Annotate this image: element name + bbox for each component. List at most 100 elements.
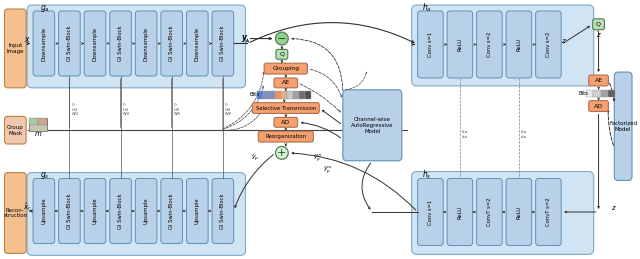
Text: Grouping: Grouping [272, 66, 300, 71]
Text: AD: AD [594, 104, 603, 109]
Text: $\hat{z}$: $\hat{z}$ [596, 30, 602, 40]
Text: Conv s=1: Conv s=1 [428, 199, 433, 225]
Text: GI Swin-Block: GI Swin-Block [67, 193, 72, 229]
Bar [593, 90, 600, 97]
Text: Downsample: Downsample [143, 26, 148, 61]
Circle shape [275, 32, 288, 45]
Text: b|≥
c|≥: b|≥ c|≥ [521, 130, 527, 139]
FancyBboxPatch shape [84, 11, 106, 76]
Text: Q: Q [596, 22, 601, 27]
Text: GI Swin-Block: GI Swin-Block [118, 26, 123, 61]
Text: ReLU: ReLU [458, 38, 462, 51]
FancyBboxPatch shape [109, 11, 131, 76]
Text: Upsample: Upsample [42, 198, 46, 224]
Bar [257, 91, 263, 99]
FancyBboxPatch shape [589, 75, 609, 86]
Text: Selective Transmission: Selective Transmission [255, 105, 316, 111]
FancyBboxPatch shape [417, 178, 443, 246]
Text: Input
Image: Input Image [6, 43, 24, 54]
Text: Upsample: Upsample [195, 198, 200, 224]
FancyBboxPatch shape [186, 11, 208, 76]
Text: +: + [277, 148, 287, 158]
Bar [282, 91, 287, 99]
FancyBboxPatch shape [27, 172, 246, 255]
Text: Upsample: Upsample [143, 198, 148, 224]
Bar [586, 90, 593, 97]
FancyBboxPatch shape [536, 178, 561, 246]
Bar [269, 91, 275, 99]
Text: $z$: $z$ [611, 204, 617, 212]
Text: AE: AE [595, 78, 603, 83]
FancyBboxPatch shape [477, 178, 502, 246]
Text: $\hat{y}_p^{cs}$: $\hat{y}_p^{cs}$ [323, 165, 333, 176]
FancyBboxPatch shape [59, 178, 80, 243]
Bar [275, 91, 282, 99]
Text: Downsample: Downsample [93, 26, 97, 61]
FancyBboxPatch shape [33, 178, 54, 243]
FancyBboxPatch shape [212, 11, 234, 76]
Text: Q: Q [280, 52, 284, 57]
Text: Bits: Bits [579, 91, 589, 96]
Text: Reorganization: Reorganization [265, 134, 307, 139]
FancyBboxPatch shape [447, 178, 473, 246]
Text: $h_a$: $h_a$ [422, 2, 431, 14]
FancyBboxPatch shape [343, 90, 402, 161]
Text: $g_s$: $g_s$ [40, 170, 49, 181]
Text: Bits: Bits [250, 92, 260, 97]
FancyBboxPatch shape [417, 11, 443, 78]
Text: GI Swin-Block: GI Swin-Block [169, 193, 174, 229]
Bar [293, 91, 300, 99]
Text: $m$: $m$ [34, 130, 42, 138]
Text: Recon-
struction: Recon- struction [3, 207, 28, 218]
FancyBboxPatch shape [259, 131, 314, 142]
Text: AD: AD [281, 120, 291, 125]
FancyBboxPatch shape [274, 117, 298, 127]
FancyBboxPatch shape [589, 101, 609, 111]
FancyBboxPatch shape [161, 11, 182, 76]
FancyBboxPatch shape [506, 178, 532, 246]
Circle shape [275, 147, 288, 159]
Text: Conv s=1: Conv s=1 [428, 32, 433, 57]
Text: $z$: $z$ [561, 37, 567, 45]
Text: GI Swin-Block: GI Swin-Block [169, 26, 174, 61]
FancyBboxPatch shape [135, 11, 157, 76]
FancyBboxPatch shape [186, 178, 208, 243]
FancyBboxPatch shape [109, 178, 131, 243]
Bar [600, 90, 608, 97]
FancyBboxPatch shape [614, 72, 632, 181]
FancyBboxPatch shape [27, 5, 246, 88]
Text: Group
Mask: Group Mask [7, 125, 24, 136]
Text: C¹
H/4
W/4: C¹ H/4 W/4 [72, 103, 78, 116]
Bar [29, 118, 47, 131]
Text: GI Swin-Block: GI Swin-Block [220, 193, 225, 229]
FancyBboxPatch shape [274, 78, 298, 88]
Text: C⁴
H/8
W/8: C⁴ H/8 W/8 [225, 103, 232, 116]
FancyBboxPatch shape [536, 11, 561, 78]
FancyBboxPatch shape [84, 178, 106, 243]
Text: GI Swin-Block: GI Swin-Block [118, 193, 123, 229]
FancyBboxPatch shape [264, 63, 307, 74]
Bar [38, 118, 47, 125]
Bar [263, 91, 269, 99]
FancyBboxPatch shape [276, 49, 288, 59]
Text: $\hat{y}_p$: $\hat{y}_p$ [251, 152, 260, 163]
Text: Upsample: Upsample [93, 198, 97, 224]
FancyBboxPatch shape [506, 11, 532, 78]
Text: Conv s=2: Conv s=2 [546, 32, 551, 57]
FancyBboxPatch shape [59, 11, 80, 76]
Bar [287, 91, 293, 99]
FancyBboxPatch shape [161, 178, 182, 243]
Text: Conv s=2: Conv s=2 [487, 32, 492, 57]
Text: GI Swin-Block: GI Swin-Block [220, 26, 225, 61]
FancyBboxPatch shape [593, 19, 604, 30]
Text: GI Swin-Block: GI Swin-Block [67, 26, 72, 61]
Text: $h_s$: $h_s$ [422, 168, 431, 181]
FancyBboxPatch shape [4, 172, 26, 253]
FancyBboxPatch shape [412, 172, 594, 254]
FancyBboxPatch shape [33, 11, 54, 76]
Text: $\hat{x}_r$: $\hat{x}_r$ [23, 201, 31, 213]
FancyBboxPatch shape [447, 11, 473, 78]
Bar [305, 91, 312, 99]
Text: C²
H/4
W/4: C² H/4 W/4 [122, 103, 129, 116]
FancyBboxPatch shape [212, 178, 234, 243]
